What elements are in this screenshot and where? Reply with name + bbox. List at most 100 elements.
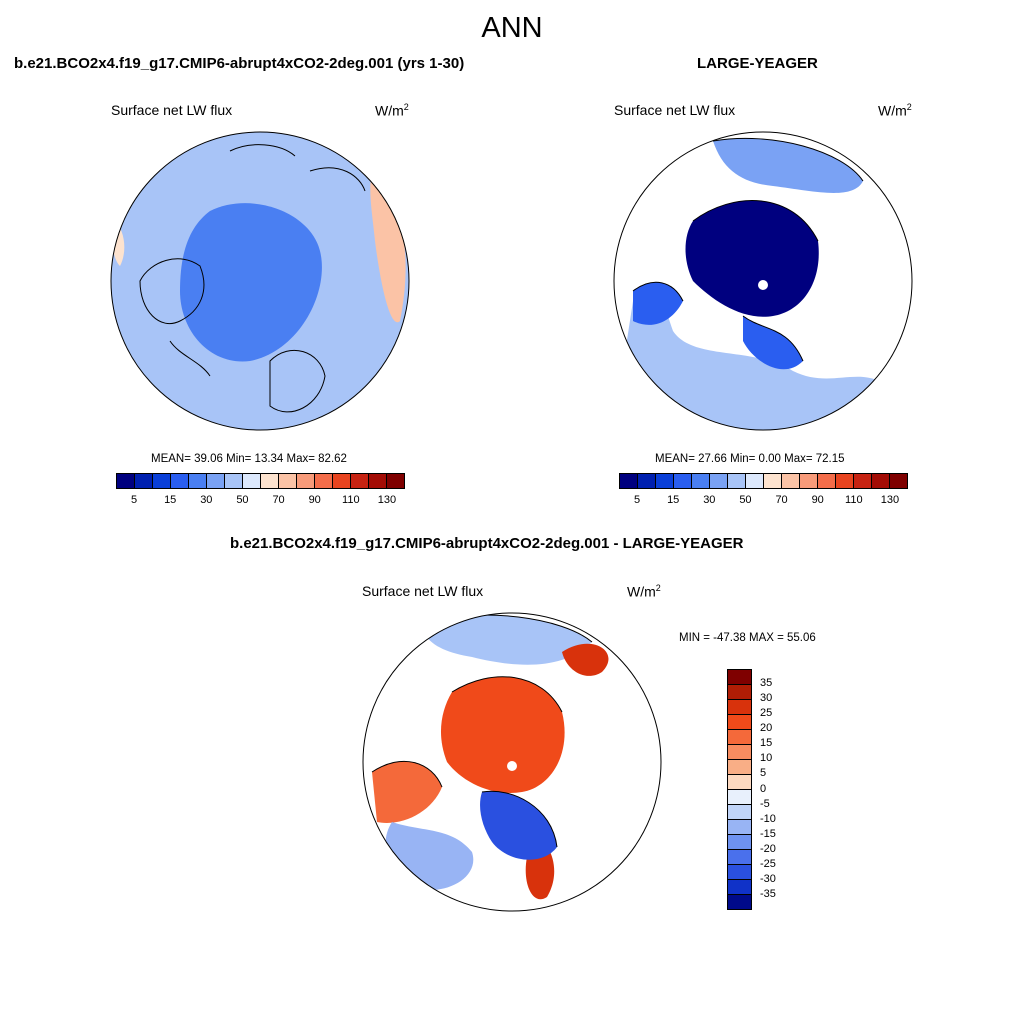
panel-3-colorbar-swatch (728, 700, 751, 715)
panel-1-title: b.e21.BCO2x4.f19_g17.CMIP6-abrupt4xCO2-2… (14, 55, 465, 72)
panel-1-variable: Surface net LW flux (111, 102, 233, 118)
panel-1-boundary (110, 131, 410, 431)
panel-3-tick-label: 0 (760, 782, 767, 795)
panel-2-pole-hole (758, 280, 768, 290)
panel-1-colorbar-swatch (279, 474, 297, 488)
panel-2-colorbar-swatch (800, 474, 818, 488)
panel-2-colorbar-swatch (818, 474, 836, 488)
panel-3-colorbar-swatch (728, 880, 751, 895)
panel-2-colorbar-swatch (620, 474, 638, 488)
panel-1-tick-label: 70 (272, 494, 285, 506)
panel-1-units: W/m2 (375, 102, 409, 119)
panel-1-tick-label: 50 (236, 494, 249, 506)
panel-3-colorbar-swatch (728, 820, 751, 835)
panel-2-title: LARGE-YEAGER (697, 55, 818, 72)
panel-3-units: W/m2 (627, 583, 661, 600)
panel-1-colorbar-swatch (351, 474, 369, 488)
panel-2-variable: Surface net LW flux (614, 102, 736, 118)
panel-1-tick-label: 90 (308, 494, 321, 506)
panel-3-cool-patch (480, 791, 557, 860)
panel-3-tick-label: -35 (760, 887, 776, 900)
panel-3-colorbar-swatch (728, 805, 751, 820)
panel-2-tick-label: 130 (880, 494, 900, 506)
panel-3-tick-label: 30 (760, 692, 773, 705)
panel-2-tick-label: 15 (667, 494, 680, 506)
panel-1-map (110, 131, 410, 431)
panel-3-tick-label: -5 (760, 797, 770, 810)
panel-3-map (362, 612, 662, 912)
panel-2-ocean-north (713, 138, 863, 193)
panel-3-tick-label: 5 (760, 767, 767, 780)
panel-2-colorbar-swatch (728, 474, 746, 488)
panel-2-ice-edge (633, 282, 803, 370)
panel-3-tick-label: -30 (760, 872, 776, 885)
panel-3-warm-core (440, 676, 565, 793)
panel-3-colorbar (727, 669, 752, 910)
panel-3-warm-east (525, 643, 609, 900)
panel-2-ice-core (685, 200, 819, 317)
panel-3-coast (371, 614, 593, 848)
panel-2-colorbar-swatch (872, 474, 890, 488)
panel-2-map (613, 131, 913, 431)
panel-3-warm-west (372, 761, 442, 823)
panel-2-colorbar-swatch (890, 474, 907, 488)
panel-3-colorbar-swatch (728, 670, 751, 685)
figure-title: ANN (481, 12, 543, 44)
panel-3-tick-label: -10 (760, 812, 776, 825)
panel-2-tick-label: 70 (775, 494, 788, 506)
panel-1-colorbar-swatch (369, 474, 387, 488)
panel-1-colorbar-swatch (261, 474, 279, 488)
panel-3-colorbar-swatch (728, 850, 751, 865)
panel-1-colorbar-swatch (315, 474, 333, 488)
panel-3-stats: MIN = -47.38 MAX = 55.06 (679, 632, 816, 644)
panel-1-colorbar-swatch (153, 474, 171, 488)
panel-3-colorbar-swatch (728, 760, 751, 775)
panel-3-title: b.e21.BCO2x4.f19_g17.CMIP6-abrupt4xCO2-2… (230, 535, 744, 552)
panel-1-colorbar-swatch (297, 474, 315, 488)
panel-1-colorbar-swatch (207, 474, 225, 488)
panel-2-colorbar (619, 473, 908, 489)
panel-2-units: W/m2 (878, 102, 912, 119)
panel-2-colorbar-swatch (854, 474, 872, 488)
panel-3-pole-hole (507, 761, 517, 771)
panel-3-boundary (362, 612, 662, 912)
panel-2-colorbar-swatch (710, 474, 728, 488)
panel-1-colorbar-swatch (171, 474, 189, 488)
panel-3-tick-label: 10 (760, 752, 773, 765)
panel-2-colorbar-swatch (692, 474, 710, 488)
panel-1-tick-label: 5 (131, 494, 138, 506)
panel-1-colorbar (116, 473, 405, 489)
panel-2-colorbar-swatch (656, 474, 674, 488)
panel-3-tick-label: 20 (760, 722, 773, 735)
panel-1-tick-label: 15 (164, 494, 177, 506)
panel-3-colorbar-swatch (728, 835, 751, 850)
panel-3-tick-label: -25 (760, 857, 776, 870)
panel-2-stats: MEAN= 27.66 Min= 0.00 Max= 72.15 (655, 453, 845, 465)
panel-3-north-ocean (422, 614, 592, 665)
panel-2-colorbar-swatch (746, 474, 764, 488)
panel-1-colorbar-swatch (243, 474, 261, 488)
panel-2-tick-label: 110 (845, 494, 863, 506)
panel-3-tick-label: 15 (760, 737, 773, 750)
panel-2-boundary (613, 131, 913, 431)
panel-1-colorbar-swatch (117, 474, 135, 488)
panel-2-colorbar-swatch (674, 474, 692, 488)
panel-1-field-warm (370, 171, 406, 323)
panel-2-colorbar-swatch (782, 474, 800, 488)
panel-3-tick-label: 25 (760, 707, 773, 720)
panel-1-tick-label: 30 (200, 494, 213, 506)
panel-2-tick-label: 5 (634, 494, 641, 506)
panel-2-tick-label: 30 (703, 494, 716, 506)
panel-3-colorbar-swatch (728, 790, 751, 805)
panel-2-colorbar-swatch (836, 474, 854, 488)
panel-2-tick-label: 90 (811, 494, 824, 506)
panel-2-colorbar-swatch (764, 474, 782, 488)
panel-1-tick-label: 130 (377, 494, 397, 506)
panel-3-colorbar-swatch (728, 685, 751, 700)
panel-2-tick-label: 50 (739, 494, 752, 506)
panel-1-stats: MEAN= 39.06 Min= 13.34 Max= 82.62 (151, 453, 347, 465)
panel-3-colorbar-swatch (728, 895, 751, 909)
panel-1-colorbar-swatch (387, 474, 404, 488)
panel-3-variable: Surface net LW flux (362, 583, 484, 599)
panel-3-colorbar-swatch (728, 865, 751, 880)
